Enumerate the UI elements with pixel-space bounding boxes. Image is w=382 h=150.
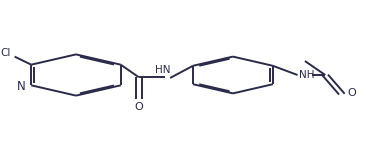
Text: O: O [348,88,356,98]
Text: O: O [134,102,143,112]
Text: Cl: Cl [0,48,11,58]
Text: HN: HN [155,65,170,75]
Text: NH: NH [299,70,315,80]
Text: N: N [17,80,26,93]
